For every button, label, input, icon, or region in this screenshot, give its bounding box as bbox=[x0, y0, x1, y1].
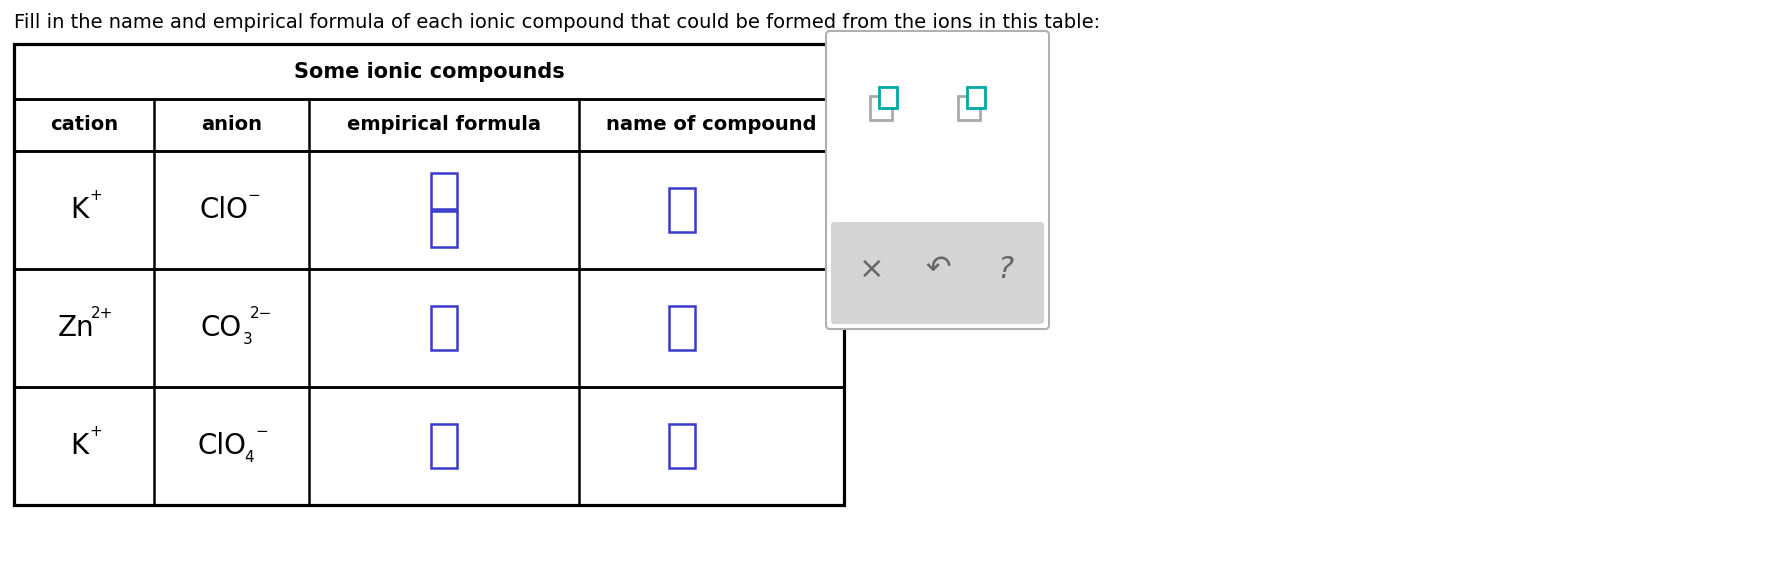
Text: +: + bbox=[89, 189, 103, 204]
Bar bbox=[431, 306, 457, 350]
Bar bbox=[669, 306, 694, 350]
Text: Fill in the name and empirical formula of each ionic compound that could be form: Fill in the name and empirical formula o… bbox=[14, 13, 1100, 31]
Bar bbox=[870, 96, 892, 120]
Text: CO: CO bbox=[201, 314, 242, 342]
Bar bbox=[14, 44, 844, 505]
Bar bbox=[14, 151, 844, 269]
Bar bbox=[431, 211, 457, 247]
Text: Some ionic compounds: Some ionic compounds bbox=[294, 62, 564, 81]
Bar bbox=[958, 96, 981, 120]
Bar bbox=[669, 188, 694, 232]
Text: −: − bbox=[255, 424, 267, 439]
Text: 2−: 2− bbox=[251, 307, 272, 321]
Text: ?: ? bbox=[997, 255, 1013, 284]
Bar bbox=[14, 44, 844, 99]
FancyBboxPatch shape bbox=[826, 31, 1048, 329]
Bar bbox=[14, 269, 844, 387]
Bar bbox=[879, 87, 897, 108]
Text: +: + bbox=[89, 424, 103, 439]
Text: ↶: ↶ bbox=[926, 255, 951, 284]
Text: empirical formula: empirical formula bbox=[347, 116, 541, 134]
Text: K: K bbox=[69, 432, 89, 460]
Bar bbox=[431, 173, 457, 209]
Bar bbox=[967, 87, 986, 108]
Text: anion: anion bbox=[201, 116, 262, 134]
Text: 3: 3 bbox=[242, 332, 253, 348]
Bar bbox=[14, 99, 844, 151]
Text: ×: × bbox=[860, 255, 885, 284]
Text: 2+: 2+ bbox=[91, 307, 114, 321]
Text: cation: cation bbox=[50, 116, 117, 134]
Bar bbox=[669, 424, 694, 468]
Text: ClO: ClO bbox=[199, 196, 247, 224]
Text: ClO: ClO bbox=[198, 432, 246, 460]
Bar bbox=[14, 387, 844, 505]
Text: K: K bbox=[69, 196, 89, 224]
Text: Zn: Zn bbox=[57, 314, 94, 342]
FancyBboxPatch shape bbox=[831, 222, 1045, 324]
Bar bbox=[431, 424, 457, 468]
Text: name of compound: name of compound bbox=[607, 116, 817, 134]
Text: −: − bbox=[247, 189, 260, 204]
Text: 4: 4 bbox=[244, 451, 255, 466]
